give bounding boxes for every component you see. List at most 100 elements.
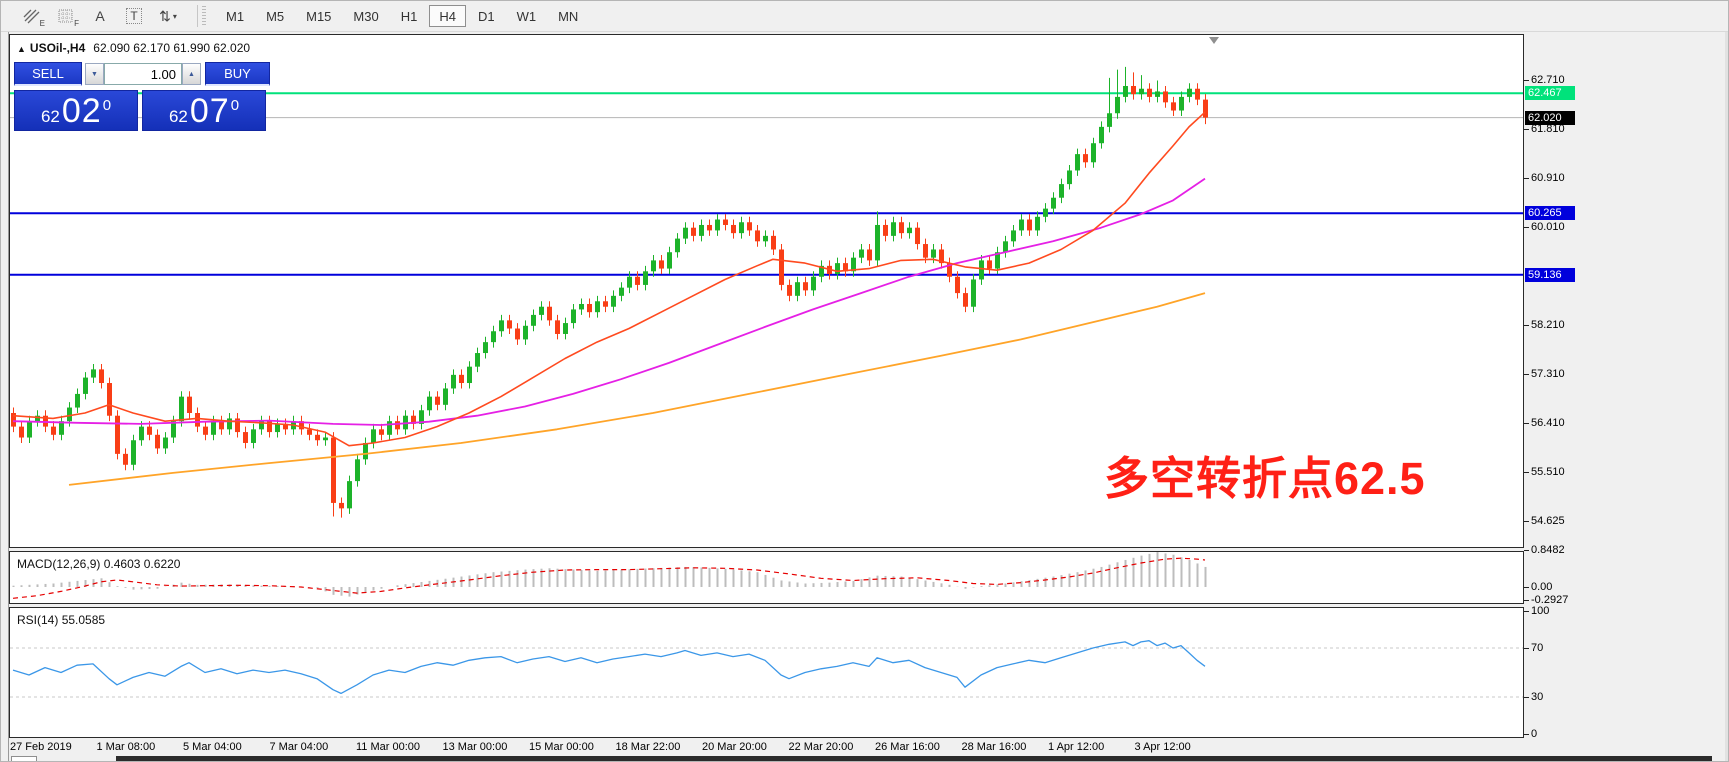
axis-tick — [1524, 648, 1529, 649]
drawing-tools-group: E F A T ⇅ ▾ — [17, 4, 187, 28]
axis-tick — [1524, 550, 1529, 552]
axis-tick — [1524, 423, 1529, 425]
volume-decrease-button[interactable]: ▼ — [85, 63, 104, 85]
price-highlight-label: 59.136 — [1525, 267, 1575, 282]
sell-price-small: 62 — [40, 107, 60, 126]
collapse-triangle-icon[interactable]: ▲ — [17, 44, 26, 54]
timeframe-m15-button[interactable]: M15 — [306, 8, 332, 24]
timeframe-d1-button[interactable]: D1 — [477, 8, 495, 24]
time-tick-label: 27 Feb 2019 — [10, 741, 72, 753]
fibonacci-tool-button[interactable]: F — [51, 4, 81, 28]
price-tick-label: 56.410 — [1531, 417, 1565, 430]
axis-tick — [1524, 599, 1529, 601]
macd-pane[interactable] — [9, 551, 1524, 604]
price-highlight-label: 62.467 — [1525, 86, 1575, 101]
chart-shift-marker-icon[interactable] — [1209, 37, 1219, 44]
volume-input[interactable] — [104, 63, 182, 85]
time-tick-label: 1 Apr 12:00 — [1048, 741, 1105, 753]
rsi-tick-label: 100 — [1531, 605, 1550, 618]
arrows-icon: ⇅ — [159, 7, 171, 24]
price-tick-label: 61.810 — [1531, 123, 1565, 136]
axis-tick — [1524, 178, 1529, 180]
axis-tick — [1524, 520, 1529, 522]
symbol-name: USOil-,H4 — [29, 41, 86, 55]
arrows-tool-button[interactable]: ⇅ ▾ — [159, 7, 177, 24]
rsi-pane[interactable] — [9, 607, 1524, 738]
scrollbar-left-box[interactable] — [11, 756, 37, 761]
time-tick-label: 22 Mar 20:00 — [788, 741, 854, 753]
time-tick-label: 3 Apr 12:00 — [1134, 741, 1191, 753]
rsi-tick-label: 30 — [1531, 691, 1544, 704]
price-tick-label: 58.210 — [1531, 319, 1565, 332]
price-highlight-label: 60.265 — [1525, 206, 1575, 221]
rsi-indicator-label: RSI(14) 55.0585 — [17, 613, 106, 627]
timeframe-h1-button[interactable]: H1 — [400, 8, 418, 24]
time-tick-label: 7 Mar 04:00 — [269, 741, 329, 753]
axis-tick — [1524, 733, 1529, 735]
sell-price-sup: 0 — [102, 97, 112, 114]
timeframe-m5-button[interactable]: M5 — [266, 8, 285, 24]
axis-tick — [1524, 227, 1529, 229]
time-tick-label: 11 Mar 00:00 — [356, 741, 421, 753]
volume-increase-button[interactable]: ▲ — [182, 63, 201, 85]
macd-tick-label: 0.8482 — [1531, 544, 1565, 557]
axis-tick — [1524, 611, 1529, 613]
channels-tool-button[interactable]: E — [17, 4, 47, 28]
text-icon: A — [95, 8, 105, 24]
toolbar: E F A T ⇅ ▾ M1 M5 M15 M30 H1 H4 D1 W1 MN — [1, 1, 1728, 32]
price-tick-label: 60.010 — [1531, 221, 1565, 234]
time-tick-label: 26 Mar 16:00 — [875, 741, 940, 753]
price-tick-label: 62.710 — [1531, 74, 1565, 86]
macd-tick-label: -0.2927 — [1531, 593, 1569, 606]
rsi-tick-label: 0 — [1531, 727, 1538, 740]
grid-icon — [58, 9, 73, 22]
price-tick-label: 55.510 — [1531, 466, 1565, 479]
toolbar-separator — [197, 5, 198, 27]
buy-button[interactable]: BUY — [205, 62, 270, 86]
time-tick-label: 18 Mar 22:00 — [615, 741, 681, 753]
price-highlight-label: 62.020 — [1525, 110, 1575, 125]
axis-tick — [1524, 697, 1529, 699]
time-tick-label: 1 Mar 08:00 — [96, 741, 156, 753]
time-tick-label: 28 Mar 16:00 — [961, 741, 1027, 753]
macd-indicator-label: MACD(12,26,9) 0.4603 0.6220 — [17, 557, 181, 571]
axis-tick — [1524, 587, 1529, 588]
timeframe-group: M1 M5 M15 M30 H1 H4 D1 W1 MN — [216, 5, 590, 27]
one-click-trade-panel: SELL ▼ ▲ BUY 62 02 0 62 07 0 — [14, 62, 270, 131]
sell-price-big: 02 — [61, 92, 102, 131]
channels-icon — [23, 9, 40, 24]
timeframe-m1-button[interactable]: M1 — [226, 8, 245, 24]
price-tick-label: 60.910 — [1531, 172, 1565, 185]
buy-price-box[interactable]: 62 07 0 — [142, 90, 266, 131]
axis-tick — [1524, 80, 1529, 81]
label-tool-button[interactable]: T — [119, 4, 149, 28]
window-right-edge — [1725, 32, 1728, 761]
sell-price-box[interactable]: 62 02 0 — [14, 90, 138, 131]
window-left-edge — [1, 32, 9, 761]
price-tick-label: 54.625 — [1531, 514, 1565, 527]
axis-tick — [1524, 374, 1529, 376]
chart-title: ▲ USOil-,H4 62.090 62.170 61.990 62.020 — [17, 41, 250, 55]
text-tool-button[interactable]: A — [85, 4, 115, 28]
axis-tick — [1524, 325, 1529, 327]
time-tick-label: 15 Mar 00:00 — [529, 741, 594, 753]
timeframe-mn-button[interactable]: MN — [558, 8, 579, 24]
chart-text-annotation: 多空转折点62.5 — [1104, 453, 1426, 504]
price-tick-label: 57.310 — [1531, 368, 1565, 381]
axis-tick — [1524, 472, 1529, 474]
timeframe-h4-button[interactable]: H4 — [429, 5, 466, 27]
label-icon: T — [126, 8, 142, 24]
timeframe-m30-button[interactable]: M30 — [353, 8, 379, 24]
toolbar-grip[interactable] — [202, 6, 206, 26]
time-tick-label: 5 Mar 04:00 — [183, 741, 242, 753]
buy-price-small: 62 — [168, 107, 188, 126]
buy-price-big: 07 — [189, 92, 230, 131]
horizontal-scrollbar-thumb[interactable] — [116, 756, 1712, 761]
time-tick-label: 20 Mar 20:00 — [702, 741, 767, 753]
rsi-tick-label: 70 — [1531, 642, 1544, 654]
axis-tick — [1524, 129, 1529, 131]
timeframe-w1-button[interactable]: W1 — [516, 8, 537, 24]
sell-button[interactable]: SELL — [14, 62, 82, 86]
time-tick-label: 13 Mar 00:00 — [442, 741, 508, 753]
